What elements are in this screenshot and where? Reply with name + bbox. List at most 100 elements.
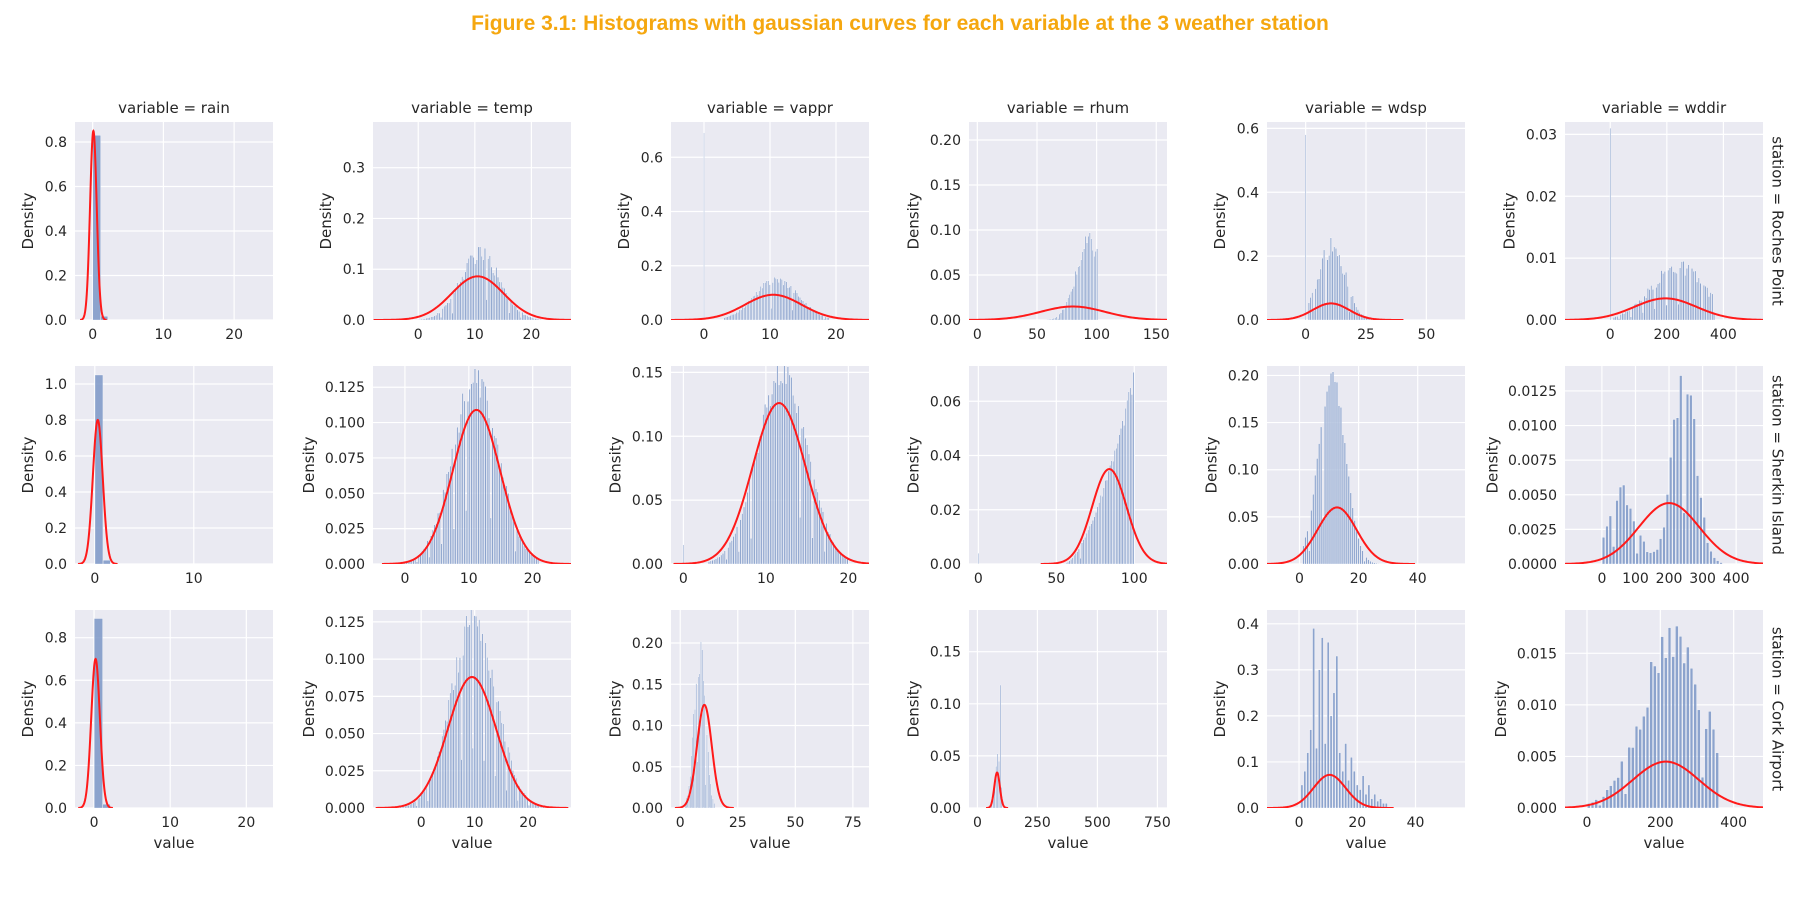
hist-bar (1676, 418, 1679, 564)
hist-bar (729, 542, 730, 564)
hist-bar (775, 383, 776, 564)
hist-bar (442, 309, 443, 320)
hist-bar (483, 260, 484, 320)
hist-bar (424, 319, 425, 320)
x-tick-label: 200 (1653, 327, 1680, 343)
hist-bar (1646, 552, 1649, 564)
hist-bar (827, 317, 828, 320)
hist-bar (1116, 448, 1117, 564)
x-tick-label: 0 (676, 815, 685, 831)
hist-bar (1690, 668, 1693, 808)
y-tick-label: 0.15 (632, 365, 663, 381)
y-tick-label: 0.20 (1228, 368, 1259, 384)
hist-bar (476, 260, 477, 320)
hist-bar (782, 383, 783, 564)
hist-bar (1625, 312, 1626, 320)
hist-bar (504, 485, 505, 564)
hist-bar (439, 313, 440, 320)
hist-bar (1713, 558, 1716, 564)
hist-bar (1673, 272, 1674, 320)
hist-bar (1376, 563, 1377, 564)
hist-bar (480, 397, 481, 564)
hist-bar (1698, 278, 1699, 320)
panel-background (969, 366, 1167, 564)
hist-bar (759, 436, 760, 564)
hist-bar (711, 795, 712, 808)
hist-bar (1117, 443, 1118, 564)
hist-bar (789, 287, 790, 320)
hist-bar (771, 308, 772, 320)
hist-bar (754, 462, 755, 564)
y-tick-label: 0.04 (930, 449, 961, 465)
hist-bar (1716, 753, 1719, 808)
y-axis-label: Density (1203, 436, 1221, 493)
x-tick-label: 300 (1689, 571, 1716, 587)
hist-bar (1342, 273, 1343, 320)
hist-bar (471, 609, 472, 808)
hist-bar (683, 545, 684, 564)
hist-bar (1652, 289, 1653, 320)
panel-background (1565, 122, 1763, 320)
hist-bar (1626, 505, 1629, 564)
hist-bar (450, 299, 451, 320)
hist-bar (821, 315, 822, 320)
hist-bar (1708, 711, 1711, 808)
x-tick-label: 50 (1047, 571, 1065, 587)
hist-bar (1700, 283, 1701, 320)
hist-bar (1708, 296, 1709, 320)
y-tick-label: 0.00 (1228, 557, 1259, 573)
y-tick-label: 0.000 (325, 557, 365, 573)
hist-bar (708, 562, 709, 564)
hist-bar (496, 702, 497, 808)
hist-bar (471, 384, 472, 564)
hist-bar (1661, 271, 1662, 320)
hist-bar (1330, 373, 1331, 564)
y-tick-label: 0.015 (1517, 646, 1557, 662)
hist-bar (749, 480, 750, 564)
hist-bar (1119, 435, 1120, 564)
x-tick-label: 50 (1417, 327, 1435, 343)
hist-bar (451, 683, 452, 808)
x-tick-label: 10 (757, 571, 775, 587)
hist-bar (1620, 315, 1621, 320)
hist-bar (1630, 317, 1631, 320)
hist-bar (702, 650, 703, 808)
y-tick-label: 1.0 (45, 377, 67, 393)
x-tick-label: 20 (827, 327, 845, 343)
hist-bar (699, 674, 700, 808)
x-tick-label: 20 (1350, 571, 1368, 587)
y-axis-label: Density (1211, 192, 1229, 249)
hist-bar (499, 711, 500, 808)
y-axis-label: Density (1483, 436, 1501, 493)
hist-bar (416, 562, 417, 564)
hist-bar (478, 247, 479, 320)
hist-bar (1598, 805, 1601, 808)
hist-bar (478, 370, 479, 564)
hist-bar (1643, 541, 1646, 564)
x-tick-label: 400 (1720, 815, 1747, 831)
hist-bar (1639, 300, 1640, 320)
hist-bar (1618, 319, 1619, 320)
hist-bar (750, 538, 751, 564)
hist-bar (511, 512, 512, 564)
hist-bar (799, 297, 800, 320)
hist-bar (1340, 407, 1341, 564)
hist-bar (515, 306, 516, 320)
hist-bar (811, 310, 812, 320)
hist-bar (775, 278, 776, 320)
hist-bar (1080, 558, 1081, 564)
hist-bar (1696, 282, 1697, 320)
y-tick-label: 0.075 (325, 451, 365, 467)
x-tick-label: 750 (1144, 815, 1171, 831)
hist-bar (1691, 268, 1692, 320)
y-tick-label: 0.15 (930, 645, 961, 661)
hist-bar (817, 492, 818, 564)
hist-bar (1348, 780, 1350, 808)
hist-bar (747, 492, 748, 564)
hist-bar (492, 428, 493, 564)
hist-bar (422, 792, 423, 808)
hist-bar (1334, 247, 1335, 320)
hist-bar (1335, 248, 1336, 320)
x-tick-label: 400 (1723, 571, 1750, 587)
hist-bar (1339, 255, 1340, 320)
